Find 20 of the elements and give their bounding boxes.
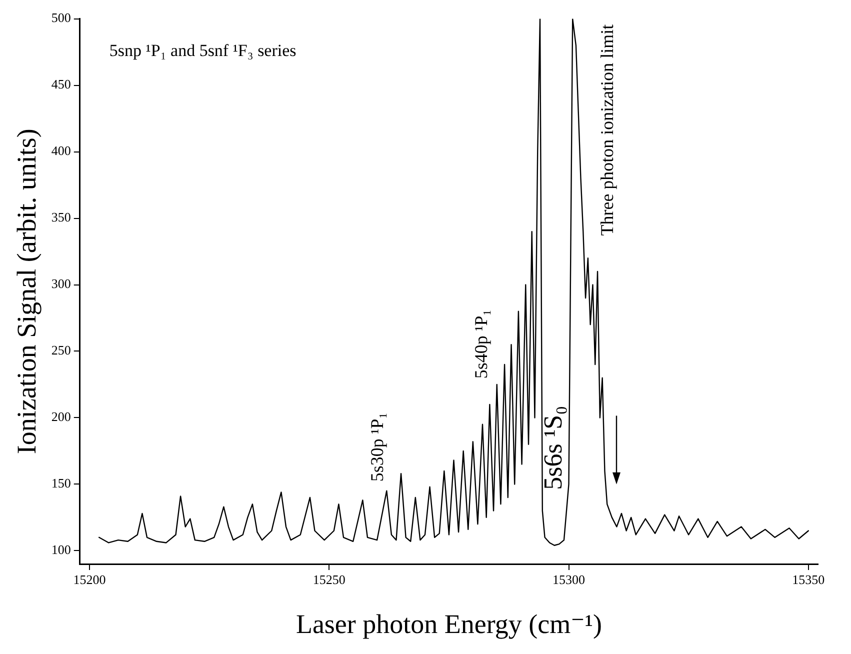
y-tick-label: 350 [51,210,71,225]
x-tick-label: 15350 [792,572,825,588]
y-tick-label: 100 [51,542,71,558]
y-tick-label: 200 [51,409,71,424]
y-tick-label: 450 [51,76,71,92]
x-tick-label: 15300 [552,572,586,588]
x-axis-title: Laser photon Energy (cm⁻¹) [296,608,602,639]
y-tick-label: 300 [51,276,71,292]
annotation: 5s6s ¹S₀ [538,406,568,490]
x-tick-label: 15250 [312,572,346,588]
y-axis-title: Ionization Signal (arbit. units) [11,128,42,454]
y-tick-label: 150 [51,476,71,491]
annotation: 5s40p ¹P₁ [470,309,491,379]
y-tick-label: 500 [51,10,71,26]
x-tick-label: 15200 [73,572,106,588]
annotation: 5snp ¹P₁ and 5snf ¹F₃ series [109,40,296,60]
y-tick-label: 400 [51,143,71,158]
annotation: 5s30p ¹P₁ [366,412,387,482]
annotation: Three photon ionization limit [597,24,618,236]
y-tick-label: 250 [51,342,71,358]
